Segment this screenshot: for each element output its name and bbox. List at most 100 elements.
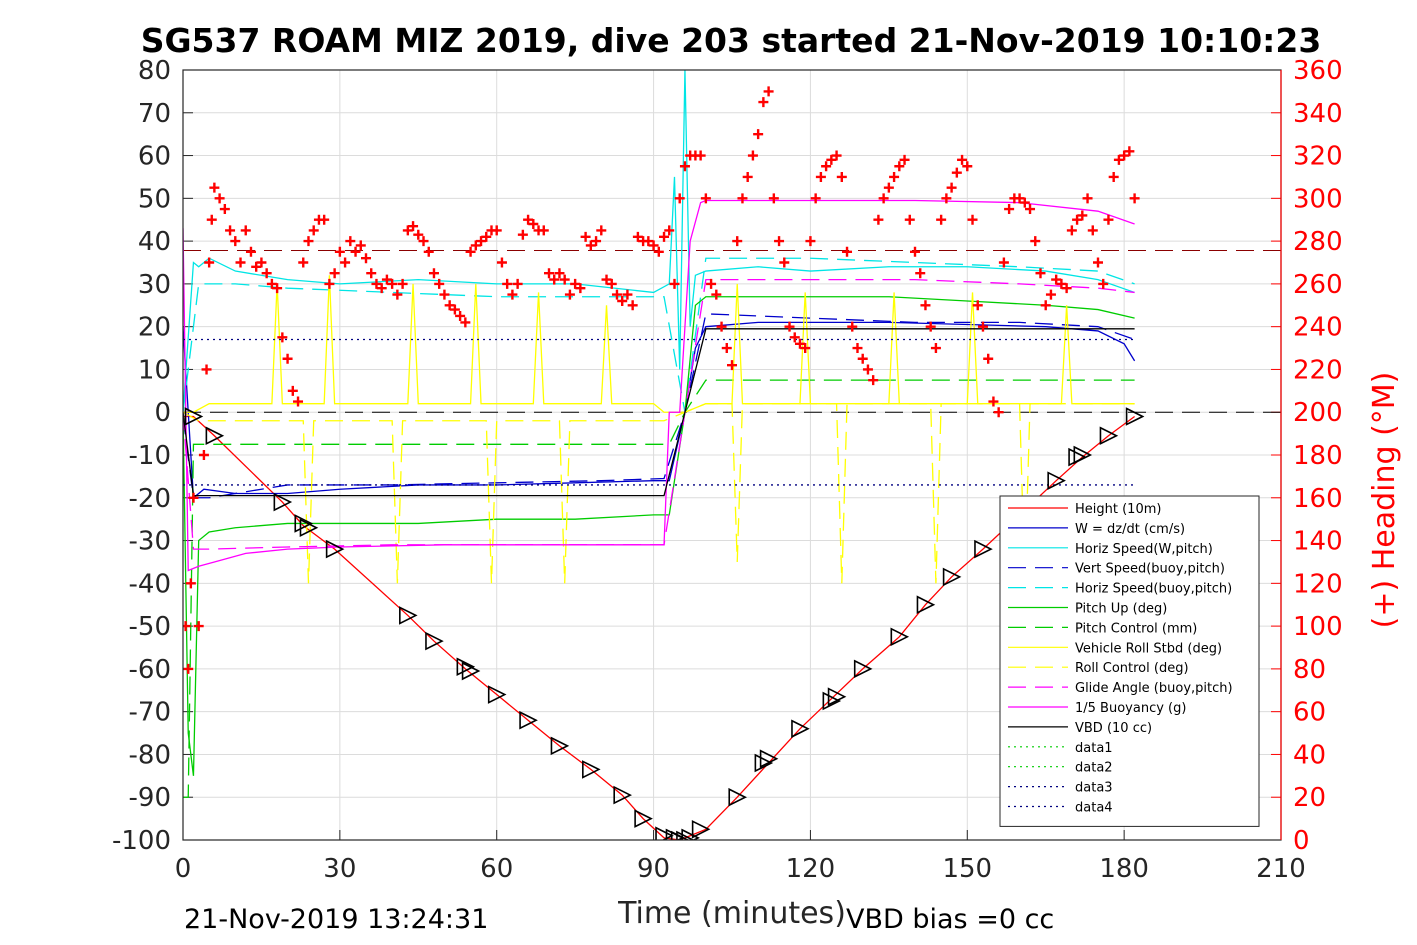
heading-marker — [559, 274, 570, 285]
depth-marker — [1099, 426, 1119, 446]
legend-entry: Vert Speed(buoy,pitch) — [1075, 562, 1225, 577]
depth-marker — [853, 659, 873, 679]
heading-marker — [627, 300, 638, 311]
heading-marker — [287, 385, 298, 396]
y-right-tick-label: 160 — [1293, 484, 1343, 514]
depth-marker — [582, 760, 601, 779]
heading-marker — [915, 268, 926, 279]
legend-entry: 1/5 Buoyancy (g) — [1075, 701, 1186, 716]
depth-marker — [456, 657, 476, 677]
heading-marker — [266, 278, 277, 289]
heading-marker — [329, 268, 340, 279]
x-tick-label: 210 — [1256, 854, 1306, 884]
depth-marker — [1125, 407, 1145, 426]
heading-marker — [423, 246, 434, 257]
data-layer — [183, 70, 1281, 840]
heading-marker — [183, 663, 194, 674]
y-right-tick-label: 300 — [1293, 184, 1343, 214]
heading-marker — [470, 240, 481, 251]
depth-marker — [487, 685, 507, 704]
depth-marker — [550, 736, 570, 756]
y-tick-label: 10 — [138, 355, 171, 385]
heading-marker — [622, 289, 633, 300]
heading-marker — [878, 193, 889, 204]
heading-marker — [209, 182, 220, 193]
heading-marker — [564, 289, 575, 300]
depth-marker — [676, 830, 695, 840]
heading-marker — [235, 257, 246, 268]
heading-marker — [277, 332, 288, 343]
heading-marker — [716, 321, 727, 332]
y-right-tick-label: 340 — [1293, 99, 1343, 129]
y-tick-label: 50 — [138, 184, 171, 214]
heading-marker — [460, 317, 471, 328]
depth-marker — [613, 785, 632, 805]
y-tick-label: 60 — [138, 142, 171, 172]
legend-box — [999, 495, 1260, 827]
heading-marker — [962, 161, 973, 172]
depth-marker — [325, 539, 345, 559]
heading-marker — [946, 182, 957, 193]
heading-marker — [413, 229, 424, 240]
heading-marker — [206, 214, 217, 225]
depth-marker — [670, 830, 690, 840]
heading-marker — [298, 257, 309, 268]
y-tick-label: 30 — [138, 270, 171, 300]
y-tick-label: 20 — [138, 313, 171, 343]
heading-marker — [355, 240, 366, 251]
legend-entry: data2 — [1075, 761, 1113, 776]
heading-marker — [204, 257, 215, 268]
heading-marker — [721, 343, 732, 354]
heading-marker — [737, 193, 748, 204]
heading-marker — [1119, 150, 1130, 161]
heading-marker — [185, 578, 196, 589]
heading-marker — [1019, 197, 1030, 208]
heading-marker — [449, 304, 460, 315]
depth-marker — [294, 514, 314, 533]
heading-marker — [554, 268, 565, 279]
heading-marker — [1004, 204, 1015, 215]
heading-marker — [810, 193, 821, 204]
heading-marker — [345, 236, 356, 247]
heading-marker — [711, 289, 722, 300]
heading-marker — [240, 225, 251, 236]
heading-marker — [674, 193, 685, 204]
y-right-tick-label: 100 — [1293, 612, 1343, 642]
heading-marker — [842, 246, 853, 257]
heading-marker — [319, 214, 330, 225]
y-tick-label: 80 — [138, 56, 171, 86]
y-tick-label: -30 — [129, 527, 171, 557]
heading-marker — [1077, 210, 1088, 221]
heading-marker — [643, 236, 654, 247]
heading-marker — [742, 171, 753, 182]
y-right-tick-label: 200 — [1293, 398, 1343, 428]
depth-marker — [916, 595, 936, 615]
depth-marker — [461, 661, 481, 681]
heading-marker — [261, 268, 272, 279]
heading-marker — [361, 253, 371, 264]
series-line — [183, 328, 1135, 497]
heading-marker — [847, 321, 858, 332]
y-right-tick-label: 60 — [1293, 698, 1326, 728]
heading-marker — [669, 278, 680, 289]
legend-entry: data4 — [1075, 801, 1113, 816]
heading-marker — [371, 278, 382, 289]
heading-marker — [1124, 146, 1135, 157]
heading-marker — [585, 240, 596, 251]
depth-marker — [184, 407, 204, 426]
heading-marker — [282, 353, 293, 364]
depth-marker — [728, 787, 748, 807]
series-line — [183, 321, 1136, 500]
heading-marker — [575, 283, 586, 294]
heading-marker — [570, 278, 581, 289]
series-line — [183, 199, 1135, 572]
legend-entry: Horiz Speed(W,pitch) — [1075, 542, 1213, 557]
depth-marker — [691, 820, 711, 839]
heading-marker — [889, 171, 900, 182]
heading-marker — [732, 236, 743, 247]
heading-marker — [664, 225, 675, 236]
heading-marker — [894, 161, 905, 172]
heading-marker — [899, 154, 910, 165]
y-right-tick-label: 120 — [1293, 569, 1343, 599]
heading-marker — [350, 246, 361, 257]
